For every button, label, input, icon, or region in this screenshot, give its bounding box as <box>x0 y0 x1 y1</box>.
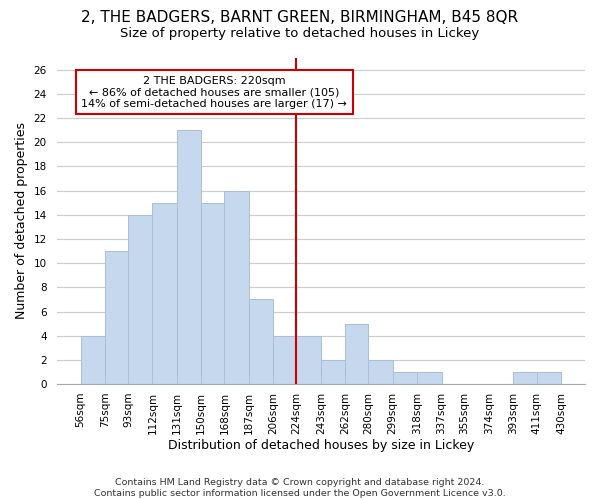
Bar <box>392 372 417 384</box>
Text: Contains HM Land Registry data © Crown copyright and database right 2024.
Contai: Contains HM Land Registry data © Crown c… <box>94 478 506 498</box>
Bar <box>249 300 273 384</box>
Text: 2 THE BADGERS: 220sqm
← 86% of detached houses are smaller (105)
14% of semi-det: 2 THE BADGERS: 220sqm ← 86% of detached … <box>81 76 347 109</box>
Bar <box>345 324 368 384</box>
X-axis label: Distribution of detached houses by size in Lickey: Distribution of detached houses by size … <box>167 440 474 452</box>
Bar <box>105 251 128 384</box>
Bar <box>80 336 105 384</box>
Bar <box>536 372 561 384</box>
Bar <box>152 202 177 384</box>
Y-axis label: Number of detached properties: Number of detached properties <box>15 122 28 320</box>
Text: 2, THE BADGERS, BARNT GREEN, BIRMINGHAM, B45 8QR: 2, THE BADGERS, BARNT GREEN, BIRMINGHAM,… <box>82 10 518 25</box>
Bar <box>177 130 201 384</box>
Bar <box>514 372 536 384</box>
Bar <box>201 202 224 384</box>
Text: Size of property relative to detached houses in Lickey: Size of property relative to detached ho… <box>121 28 479 40</box>
Bar <box>321 360 345 384</box>
Bar <box>273 336 296 384</box>
Bar <box>128 215 152 384</box>
Bar <box>224 190 249 384</box>
Bar <box>417 372 442 384</box>
Bar <box>296 336 321 384</box>
Bar <box>368 360 392 384</box>
